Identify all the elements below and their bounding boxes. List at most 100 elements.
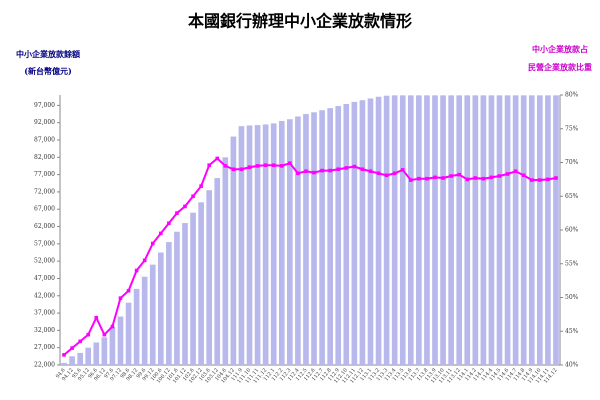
line-marker: [392, 171, 397, 176]
y-axis-label: (新台幣億元): [24, 66, 72, 76]
bar: [424, 95, 430, 365]
line-marker: [425, 176, 429, 181]
bar: [367, 98, 374, 365]
line-marker: [271, 163, 276, 167]
bar: [504, 95, 511, 365]
bar: [488, 95, 495, 365]
x-tick-label: 94.6: [55, 367, 67, 379]
chart-title: 本國銀行辦理中小企業放款情形: [188, 12, 412, 31]
bar: [93, 342, 100, 365]
bar: [537, 95, 543, 365]
y-tick-label: 32,000: [34, 327, 55, 334]
line-marker: [417, 176, 421, 181]
bar: [141, 276, 148, 365]
line-marker: [183, 204, 187, 209]
line-marker: [191, 194, 195, 199]
line-marker: [199, 184, 203, 188]
line-marker: [207, 163, 211, 167]
bar: [448, 95, 454, 365]
line-marker: [142, 258, 147, 263]
line-marker: [376, 171, 381, 176]
y2-tick-label: 65%: [565, 193, 579, 200]
line-marker: [215, 156, 220, 161]
line-marker: [521, 173, 526, 178]
y2-axis-label: 民營企業放款比重: [528, 62, 592, 72]
bar: [399, 95, 406, 365]
bar: [351, 101, 358, 365]
line-marker: [175, 211, 179, 215]
bar: [553, 95, 559, 365]
y2-tick-label: 40%: [565, 362, 579, 369]
line-marker: [126, 288, 131, 293]
line-marker: [288, 161, 292, 165]
line-marker: [400, 168, 405, 172]
bar: [190, 212, 196, 365]
bar: [174, 231, 180, 365]
line-marker: [255, 164, 260, 168]
x-tick-label: 97.6: [103, 367, 115, 379]
line-marker: [223, 164, 228, 168]
bar: [327, 108, 333, 366]
bar: [512, 95, 519, 365]
line-marker: [304, 169, 308, 174]
bar: [440, 95, 446, 365]
bar: [77, 352, 83, 365]
line-marker: [449, 174, 453, 178]
y-tick-label: 77,000: [34, 171, 55, 178]
y-tick-label: 97,000: [34, 102, 55, 109]
y-tick-label: 57,000: [34, 240, 55, 247]
line-marker: [279, 164, 284, 168]
bar: [335, 106, 342, 366]
line-marker: [247, 165, 252, 170]
y-tick-label: 72,000: [34, 188, 55, 195]
line-marker: [368, 169, 373, 174]
line-marker: [110, 324, 115, 329]
bar: [222, 157, 229, 365]
bar: [125, 302, 132, 365]
y2-tick-label: 55%: [565, 260, 579, 267]
bar: [432, 95, 438, 365]
y-tick-label: 42,000: [34, 292, 55, 299]
x-tick-label: 98.6: [119, 367, 131, 379]
bar: [214, 178, 221, 365]
bar: [69, 356, 75, 365]
bar: [157, 252, 164, 365]
bar: [295, 116, 301, 365]
y2-tick-label: 75%: [565, 125, 579, 132]
bar: [545, 95, 551, 365]
line-marker: [554, 176, 558, 180]
line-marker: [505, 172, 510, 176]
bar: [109, 326, 116, 365]
line-marker: [167, 221, 171, 226]
bar: [238, 126, 245, 366]
line-marker: [352, 164, 357, 169]
bar: [480, 95, 487, 365]
line-marker: [489, 175, 494, 180]
line-marker: [102, 332, 107, 337]
bar: [254, 125, 261, 365]
line-marker: [409, 178, 413, 182]
line-marker: [344, 166, 349, 170]
line-marker: [263, 163, 268, 167]
bar: [520, 95, 527, 365]
bar: [359, 100, 366, 365]
line-marker: [473, 176, 478, 180]
line-marker: [384, 173, 389, 178]
y2-tick-label: 70%: [565, 159, 579, 166]
line-marker: [94, 315, 99, 320]
bar: [383, 95, 390, 365]
line-marker: [433, 175, 437, 180]
y2-tick-label: 50%: [565, 294, 579, 301]
bar: [85, 347, 92, 365]
bar: [303, 114, 309, 366]
line-marker: [546, 177, 550, 182]
bar: [472, 95, 479, 365]
bar: [416, 95, 422, 365]
line-marker: [465, 177, 470, 182]
bar: [278, 120, 285, 365]
line-marker: [529, 178, 534, 182]
y-tick-label: 52,000: [34, 258, 55, 265]
line-marker: [134, 268, 139, 273]
y-tick-label: 47,000: [34, 275, 55, 282]
